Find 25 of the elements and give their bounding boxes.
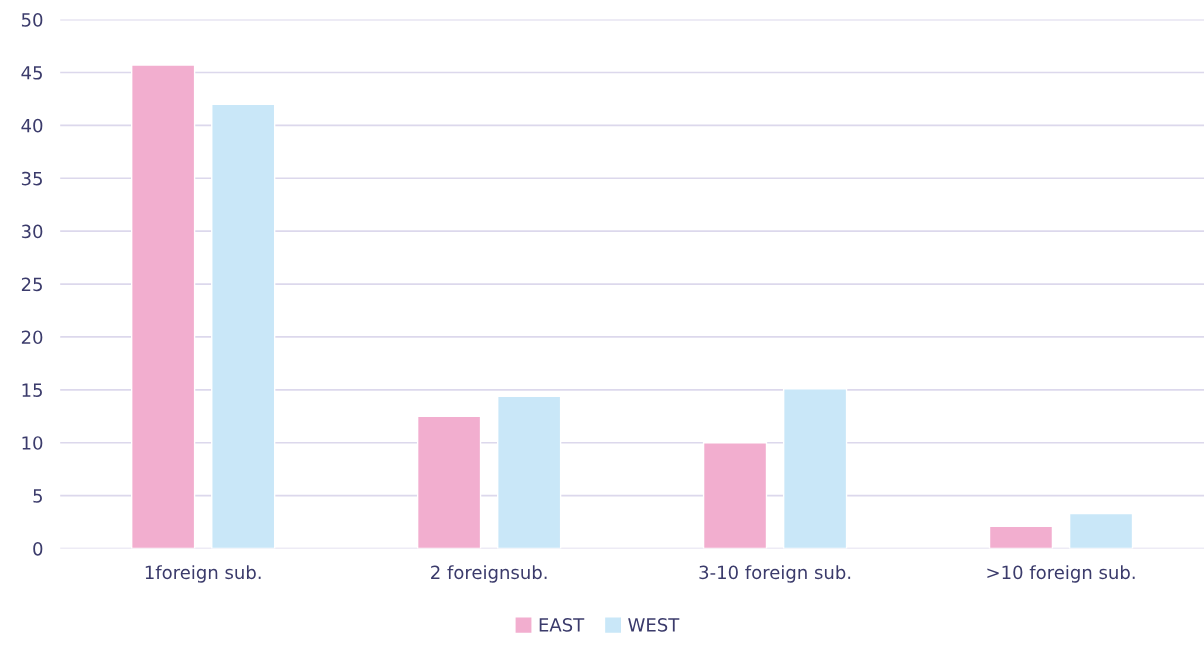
x-tick-label: >10 foreign sub. (987, 565, 1135, 583)
bar (497, 395, 562, 549)
legend-label: EAST (539, 617, 585, 632)
y-tick-label: 15 (22, 383, 42, 397)
y-tick-label: 25 (21, 277, 42, 292)
bar (702, 442, 768, 549)
bar (211, 103, 276, 549)
bar (1068, 512, 1134, 549)
y-tick-label: 50 (21, 13, 43, 27)
y-tick-label: 0 (33, 541, 43, 556)
y-tick-label: 5 (33, 489, 42, 503)
x-tick-label: 3-10 foreign sub. (699, 565, 851, 583)
legend-label: WEST (628, 617, 680, 632)
y-tick-label: 20 (21, 330, 43, 345)
x-tick-label: 2 foreignsub. (431, 565, 547, 583)
y-tick-label: 35 (21, 171, 42, 186)
y-tick-label: 45 (21, 66, 42, 80)
x-tick-label: 1foreign sub. (145, 565, 261, 583)
y-tick-label: 30 (21, 224, 43, 239)
bar (782, 388, 848, 549)
bar (416, 415, 482, 549)
y-tick-label: 10 (22, 436, 43, 450)
bar (988, 525, 1054, 549)
bar (130, 64, 196, 549)
y-tick-label: 40 (21, 118, 43, 133)
